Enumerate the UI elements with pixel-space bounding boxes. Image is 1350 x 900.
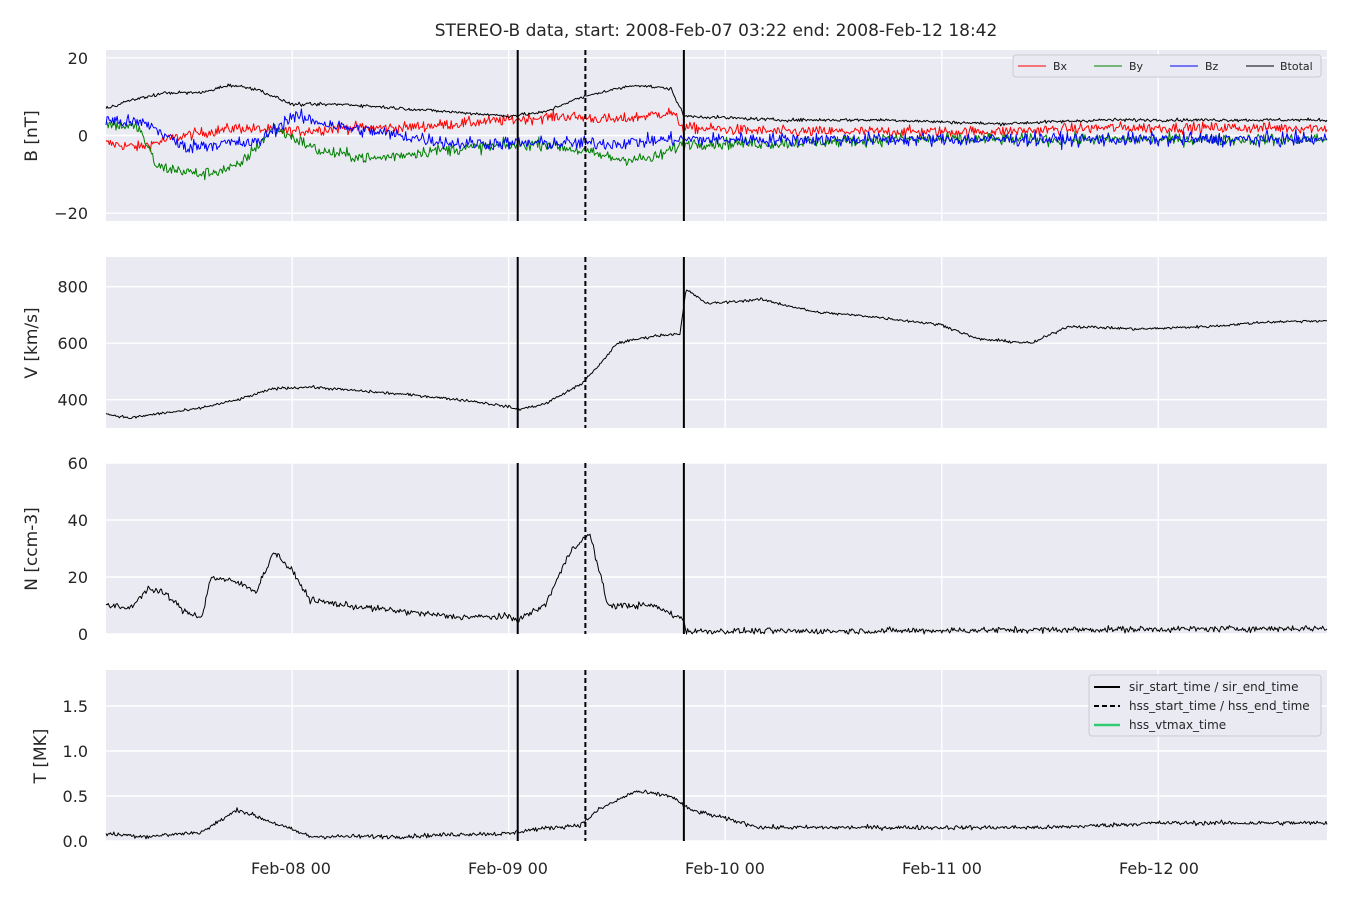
panel-t-ylabel: T [MK]: [31, 729, 51, 785]
panel-t-legend-box: [1088, 674, 1322, 737]
series-line-v: [105, 289, 1328, 420]
x-tick-label: Feb-09 00: [468, 859, 548, 878]
x-tick-label: Feb-10 00: [685, 859, 765, 878]
y-tick-label: 1.5: [63, 697, 88, 716]
y-tick-label: 800: [57, 278, 88, 297]
panel-v-series: [105, 289, 1328, 420]
series-line-bx: [105, 107, 1328, 152]
legend-by-label: By: [1129, 60, 1144, 73]
y-tick-label: 60: [68, 454, 88, 473]
panel-n-event-lines: [516, 463, 685, 634]
y-tick-label: 0: [78, 127, 88, 146]
legend-bx-label: Bx: [1053, 60, 1068, 73]
panel-v-background: [106, 257, 1327, 428]
legend-hss-label: hss_start_time / hss_end_time: [1129, 699, 1310, 713]
panel-n-ylabel: N [ccm-3]: [22, 507, 42, 591]
panel-v-grid: [106, 257, 1327, 428]
x-axis: Feb-08 00 Feb-09 00 Feb-10 00 Feb-11 00 …: [251, 859, 1199, 878]
panel-v-event-lines: [516, 257, 685, 428]
series-line-bz: [105, 108, 1328, 154]
panel-b-legend-box: [1012, 54, 1322, 78]
panel-b-yticks: −20 0 20: [54, 49, 88, 223]
y-tick-label: 1.0: [63, 742, 88, 761]
panel-t-yticks: 0.0 0.5 1.0 1.5: [63, 697, 88, 851]
y-tick-label: −20: [54, 204, 88, 223]
panel-b-series: [105, 83, 1328, 181]
panel-b-ylabel: B [nT]: [22, 110, 42, 162]
panel-t: 0.0 0.5 1.0 1.5 T [MK] sir_start_time / sir…: [31, 670, 1328, 851]
panel-b-event-lines: [516, 50, 685, 221]
y-tick-label: 0: [78, 625, 88, 644]
panel-v: 400 600 800 V [km/s]: [22, 257, 1328, 428]
panel-b-legend: Bx By Bz Btotal: [1012, 54, 1322, 78]
series-line-btotal: [105, 83, 1328, 127]
legend-btotal-label: Btotal: [1280, 60, 1313, 73]
y-tick-label: 600: [57, 334, 88, 353]
x-tick-label: Feb-11 00: [902, 859, 982, 878]
y-tick-label: 0.5: [63, 787, 88, 806]
panel-v-ylabel: V [km/s]: [22, 307, 42, 378]
y-tick-label: 400: [57, 391, 88, 410]
y-tick-label: 20: [68, 49, 88, 68]
panel-v-yticks: 400 600 800: [57, 278, 88, 410]
legend-vtmax-label: hss_vtmax_time: [1129, 718, 1226, 732]
legend-sir-label: sir_start_time / sir_end_time: [1129, 680, 1299, 694]
series-line-t: [105, 789, 1328, 840]
panel-b: −20 0 20 B [nT] Bx By Bz Btotal: [22, 49, 1328, 223]
panel-t-legend: sir_start_time / sir_end_time hss_start_…: [1088, 674, 1322, 737]
x-tick-label: Feb-08 00: [251, 859, 331, 878]
y-tick-label: 20: [68, 568, 88, 587]
y-tick-label: 40: [68, 511, 88, 530]
panel-n-yticks: 0 20 40 60: [68, 454, 88, 644]
series-line-n: [105, 533, 1328, 635]
panel-n: 0 20 40 60 N [ccm-3]: [22, 454, 1328, 644]
y-tick-label: 0.0: [63, 832, 88, 851]
chart-title: STEREO-B data, start: 2008-Feb-07 03:22 …: [435, 21, 998, 41]
panel-n-grid: [106, 462, 1327, 635]
panel-t-event-lines: [516, 670, 685, 841]
panel-n-series: [105, 533, 1328, 635]
legend-bz-label: Bz: [1205, 60, 1219, 73]
x-tick-label: Feb-12 00: [1119, 859, 1199, 878]
panel-t-series: [105, 789, 1328, 840]
panel-n-background: [106, 463, 1327, 634]
